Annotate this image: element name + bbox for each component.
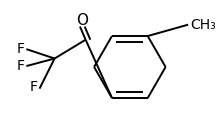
Text: CH₃: CH₃: [190, 18, 216, 32]
Text: O: O: [76, 13, 88, 28]
Text: F: F: [17, 42, 25, 56]
Text: F: F: [17, 59, 25, 73]
Text: F: F: [30, 80, 38, 94]
